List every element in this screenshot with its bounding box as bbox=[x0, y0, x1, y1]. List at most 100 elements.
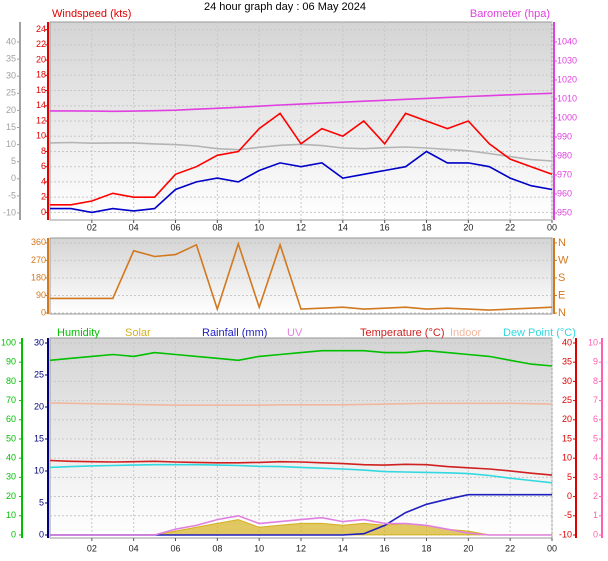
y-tick-label: 30 bbox=[6, 71, 16, 81]
x-tick-label: 04 bbox=[129, 543, 139, 553]
series-line bbox=[49, 349, 553, 367]
y-tick-label: 20 bbox=[562, 414, 572, 424]
y-tick-label: 15 bbox=[6, 122, 16, 132]
y-tick-label: -5 bbox=[8, 190, 16, 200]
y-tick-label: 80 bbox=[6, 376, 16, 386]
y-tick-label: 25 bbox=[6, 88, 16, 98]
y-tick-label: 7 bbox=[593, 395, 598, 405]
y-tick-label: 100 bbox=[1, 337, 16, 347]
y-tick-label: W bbox=[558, 254, 569, 266]
x-tick-label: 20 bbox=[463, 222, 473, 232]
x-tick-label: 18 bbox=[421, 222, 431, 232]
axis-title: Windspeed (kts) bbox=[52, 8, 131, 20]
y-tick-label: 10 bbox=[562, 453, 572, 463]
series-line bbox=[50, 150, 553, 214]
y-tick-label: 0 bbox=[39, 529, 44, 539]
y-tick-label: 90 bbox=[6, 357, 16, 367]
y-tick-label: 70 bbox=[6, 395, 16, 405]
y-tick-label: 10 bbox=[36, 131, 46, 141]
y-tick-label: 24 bbox=[36, 24, 46, 34]
y-tick-label: 10 bbox=[34, 465, 44, 475]
y-tick-label: 6 bbox=[593, 414, 598, 424]
x-tick-label: 04 bbox=[129, 222, 139, 232]
x-tick-label: 06 bbox=[170, 543, 180, 553]
x-tick-label: 16 bbox=[380, 222, 390, 232]
y-tick-label: E bbox=[558, 289, 565, 301]
y-tick-label: 10 bbox=[588, 337, 598, 347]
y-tick-label: 980 bbox=[557, 150, 572, 160]
y-tick-label: 0 bbox=[593, 529, 598, 539]
y-tick-label: 270 bbox=[31, 255, 46, 265]
y-tick-label: 6 bbox=[41, 161, 46, 171]
y-tick-label: 14 bbox=[36, 100, 46, 110]
y-tick-label: 8 bbox=[593, 376, 598, 386]
x-tick-label: 02 bbox=[87, 222, 97, 232]
y-tick-label: 970 bbox=[557, 169, 572, 179]
y-tick-label: 15 bbox=[562, 433, 572, 443]
series-line bbox=[50, 514, 552, 536]
x-tick-label: 12 bbox=[296, 543, 306, 553]
x-tick-label: 16 bbox=[380, 543, 390, 553]
y-tick-label: 4 bbox=[593, 453, 598, 463]
y-tick-label: 1030 bbox=[557, 55, 577, 65]
y-tick-label: 950 bbox=[557, 207, 572, 217]
y-tick-label: 5 bbox=[593, 433, 598, 443]
legend-label: Temperature (°C) bbox=[360, 327, 444, 339]
y-tick-label: 90 bbox=[36, 290, 46, 300]
y-tick-label: S bbox=[558, 272, 565, 284]
y-tick-label: 30 bbox=[34, 337, 44, 347]
y-tick-label: 40 bbox=[562, 337, 572, 347]
y-tick-label: 10 bbox=[6, 510, 16, 520]
y-tick-label: 2 bbox=[41, 192, 46, 202]
x-tick-label: 02 bbox=[87, 543, 97, 553]
plot-background bbox=[49, 237, 553, 315]
series-line bbox=[49, 402, 553, 406]
y-tick-label: 25 bbox=[34, 369, 44, 379]
series-line bbox=[49, 459, 553, 476]
x-tick-label: 00 bbox=[547, 543, 557, 553]
y-tick-label: N bbox=[558, 237, 566, 249]
series-line bbox=[50, 112, 553, 206]
legend-label: Indoor bbox=[450, 327, 482, 339]
y-tick-label: 20 bbox=[34, 401, 44, 411]
y-tick-label: 10 bbox=[6, 139, 16, 149]
y-tick-label: 40 bbox=[6, 36, 16, 46]
y-tick-label: 990 bbox=[557, 131, 572, 141]
y-tick-label: -5 bbox=[564, 510, 572, 520]
y-tick-label: 22 bbox=[36, 39, 46, 49]
series-line bbox=[49, 463, 553, 484]
chart-title: 24 hour graph day : 06 May 2024 bbox=[204, 1, 366, 13]
y-tick-label: 960 bbox=[557, 188, 572, 198]
x-tick-label: 00 bbox=[547, 222, 557, 232]
legend-label: Dew Point (°C) bbox=[503, 327, 576, 339]
y-tick-label: 5 bbox=[11, 156, 16, 166]
y-tick-label: 1040 bbox=[557, 36, 577, 46]
legend-label: Rainfall (mm) bbox=[202, 327, 267, 339]
y-tick-label: 50 bbox=[6, 433, 16, 443]
x-tick-label: 10 bbox=[254, 543, 264, 553]
x-tick-label: 14 bbox=[338, 222, 348, 232]
y-tick-label: 16 bbox=[36, 85, 46, 95]
y-tick-label: 0 bbox=[41, 207, 46, 217]
y-tick-label: 360 bbox=[31, 237, 46, 247]
legend-label: Humidity bbox=[57, 327, 100, 339]
y-tick-label: 5 bbox=[39, 497, 44, 507]
x-tick-label: 22 bbox=[505, 222, 515, 232]
axis-title: Barometer (hpa) bbox=[470, 8, 550, 20]
x-tick-label: 08 bbox=[212, 222, 222, 232]
y-tick-label: 30 bbox=[562, 376, 572, 386]
y-tick-label: 40 bbox=[6, 453, 16, 463]
y-tick-label: 12 bbox=[36, 115, 46, 125]
y-tick-label: 8 bbox=[41, 146, 46, 156]
x-tick-label: 10 bbox=[254, 222, 264, 232]
legend-label: Solar bbox=[125, 327, 151, 339]
x-tick-label: 14 bbox=[338, 543, 348, 553]
series-line bbox=[50, 92, 553, 113]
y-tick-label: -10 bbox=[3, 207, 16, 217]
y-tick-label: 15 bbox=[34, 433, 44, 443]
y-tick-label: 35 bbox=[562, 357, 572, 367]
y-tick-label: 25 bbox=[562, 395, 572, 405]
y-tick-label: 4 bbox=[41, 176, 46, 186]
y-tick-label: 0 bbox=[567, 491, 572, 501]
